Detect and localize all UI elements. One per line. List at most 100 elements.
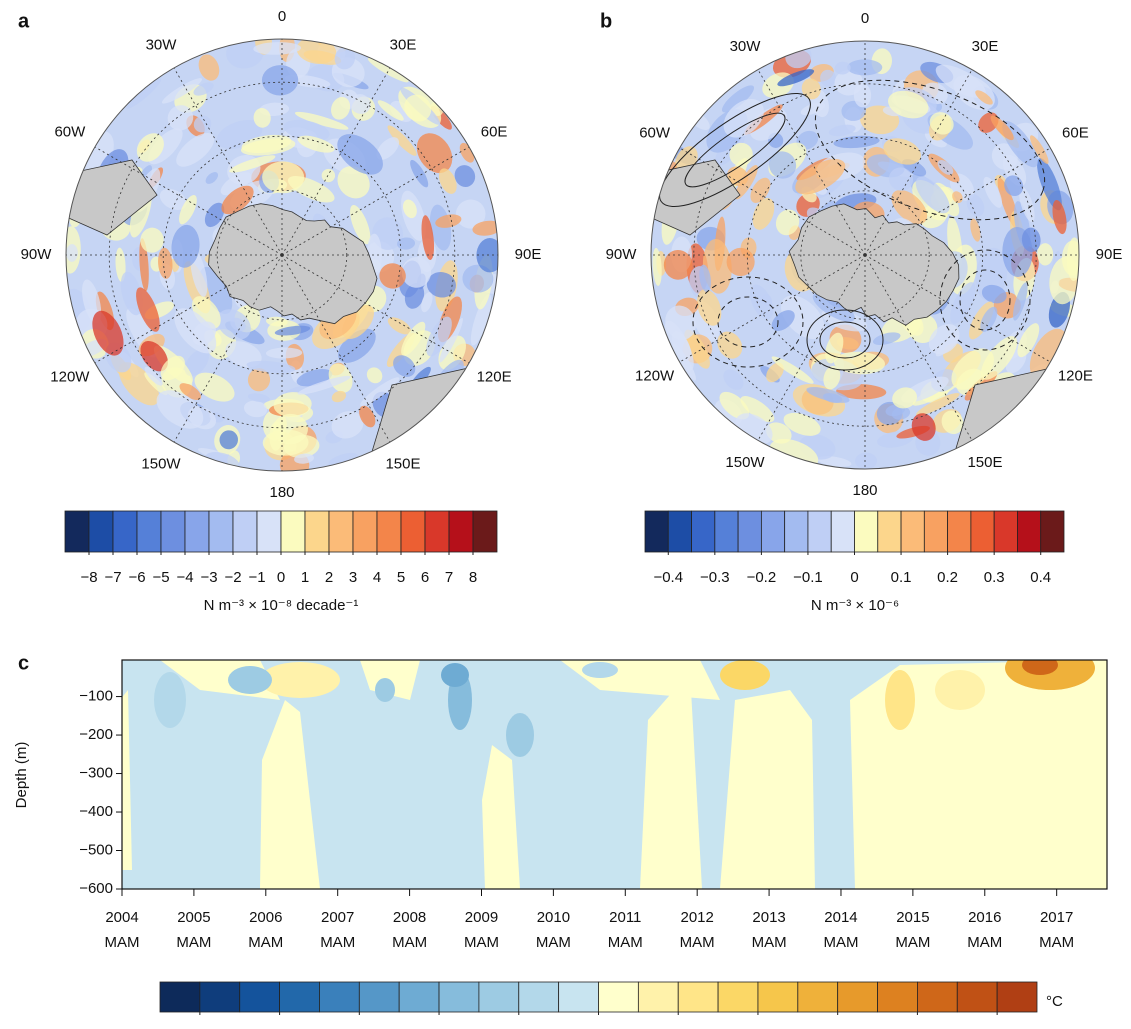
- field-blob: [426, 316, 452, 357]
- colorbar-tick-label: −2: [224, 569, 241, 586]
- colorbar-box: [717, 981, 759, 1013]
- field-blob: [410, 159, 429, 188]
- field-blob: [184, 349, 209, 377]
- field-blob: [229, 155, 276, 173]
- field-blob: [506, 713, 534, 757]
- field-blob: [1004, 175, 1024, 197]
- field-blob: [891, 189, 928, 225]
- field-blob: [190, 249, 208, 297]
- graticule: [800, 190, 930, 320]
- field-blob: [441, 663, 469, 687]
- field-blob: [66, 244, 78, 262]
- field-blob: [228, 666, 272, 694]
- colorbar-box: [667, 510, 692, 553]
- colorbar-box: [993, 510, 1018, 553]
- field-blob: [719, 391, 750, 420]
- field-blob: [401, 256, 432, 288]
- field-blob: [476, 238, 498, 273]
- field-blob: [243, 400, 268, 418]
- map-border: [65, 38, 499, 472]
- land: [66, 159, 158, 236]
- colorbar-box: [352, 510, 378, 553]
- longitude-label: 120W: [50, 368, 90, 385]
- colorbar-box: [807, 510, 832, 553]
- field-blob: [198, 54, 220, 81]
- field-blob: [783, 412, 821, 436]
- y-tick-label: −300: [79, 765, 113, 782]
- x-tick-label: MAM: [608, 934, 643, 951]
- colorbar-box: [398, 981, 440, 1013]
- graticule: [216, 189, 348, 321]
- colorbar-box: [159, 981, 201, 1013]
- field-blob: [1013, 282, 1028, 321]
- field-blob: [393, 355, 416, 377]
- field-blob: [777, 69, 815, 87]
- field-blob: [768, 151, 797, 179]
- colorbar-tick-label: −0.3: [700, 569, 730, 586]
- longitude-label: 150W: [141, 456, 181, 473]
- colorbar-tick-label: 0: [277, 569, 285, 586]
- field-blob: [416, 133, 453, 174]
- x-tick-label: 2012: [680, 909, 713, 926]
- field-blob: [360, 377, 400, 407]
- colorbar-tick-label: 6: [421, 569, 429, 586]
- field-blob: [193, 115, 212, 133]
- field-blob: [426, 272, 456, 298]
- field-blob: [723, 369, 744, 390]
- colorbar-box: [923, 510, 949, 553]
- longitude-label: 120E: [477, 368, 512, 385]
- longitude-label: 120W: [635, 367, 675, 384]
- field-blob: [140, 227, 164, 253]
- field-blob: [179, 383, 202, 401]
- x-tick-label: 2017: [1040, 909, 1073, 926]
- colorbar-box: [877, 510, 902, 553]
- field-blob: [334, 47, 356, 70]
- field-blob: [379, 263, 406, 289]
- colorbar-box: [737, 510, 762, 553]
- colorbar-tick-label: −4: [176, 569, 193, 586]
- y-tick-label: −400: [79, 803, 113, 820]
- graticule: [864, 254, 973, 441]
- graticule: [864, 254, 1051, 363]
- graticule: [281, 254, 470, 364]
- field-blob: [366, 367, 383, 384]
- field-blob: [915, 176, 950, 214]
- field-region: [850, 660, 1107, 889]
- field-blob: [885, 670, 915, 730]
- land: [788, 203, 960, 326]
- field-blob: [439, 317, 463, 363]
- colorbar-box: [448, 510, 474, 553]
- colorbar-box: [1040, 510, 1065, 553]
- longitude-label: 180: [852, 482, 877, 499]
- colorbar-box: [424, 510, 450, 553]
- y-tick-label: −100: [79, 688, 113, 705]
- colorbar-box: [558, 981, 599, 1013]
- field-blob: [663, 249, 693, 280]
- contour-line: [959, 269, 1011, 331]
- contour-field: [122, 660, 1107, 889]
- x-tick-label: MAM: [752, 934, 787, 951]
- field-blob: [167, 105, 194, 131]
- longitude-label: 90E: [515, 246, 542, 263]
- colorbar-box: [644, 510, 669, 553]
- field-blob: [812, 293, 855, 322]
- field-blob: [892, 387, 917, 409]
- field-blob: [397, 237, 416, 250]
- x-tick-label: 2006: [249, 909, 282, 926]
- colorbar-box: [88, 510, 114, 553]
- field-blob: [980, 306, 998, 333]
- x-tick-label: 2005: [177, 909, 210, 926]
- field-blob: [855, 452, 878, 469]
- field-blob: [935, 670, 985, 710]
- field-blob: [952, 191, 963, 204]
- field-blob: [139, 238, 149, 292]
- colorbar-box: [438, 981, 480, 1013]
- y-tick-label: −500: [79, 841, 113, 858]
- field-blob: [966, 194, 985, 217]
- longitude-label: 120E: [1058, 367, 1093, 384]
- colorbar-box: [970, 510, 995, 553]
- colorbar-box: [64, 510, 90, 553]
- colorbar-tick-label: −0.1: [793, 569, 823, 586]
- colorbar-box: [714, 510, 739, 553]
- field-blob: [823, 365, 841, 390]
